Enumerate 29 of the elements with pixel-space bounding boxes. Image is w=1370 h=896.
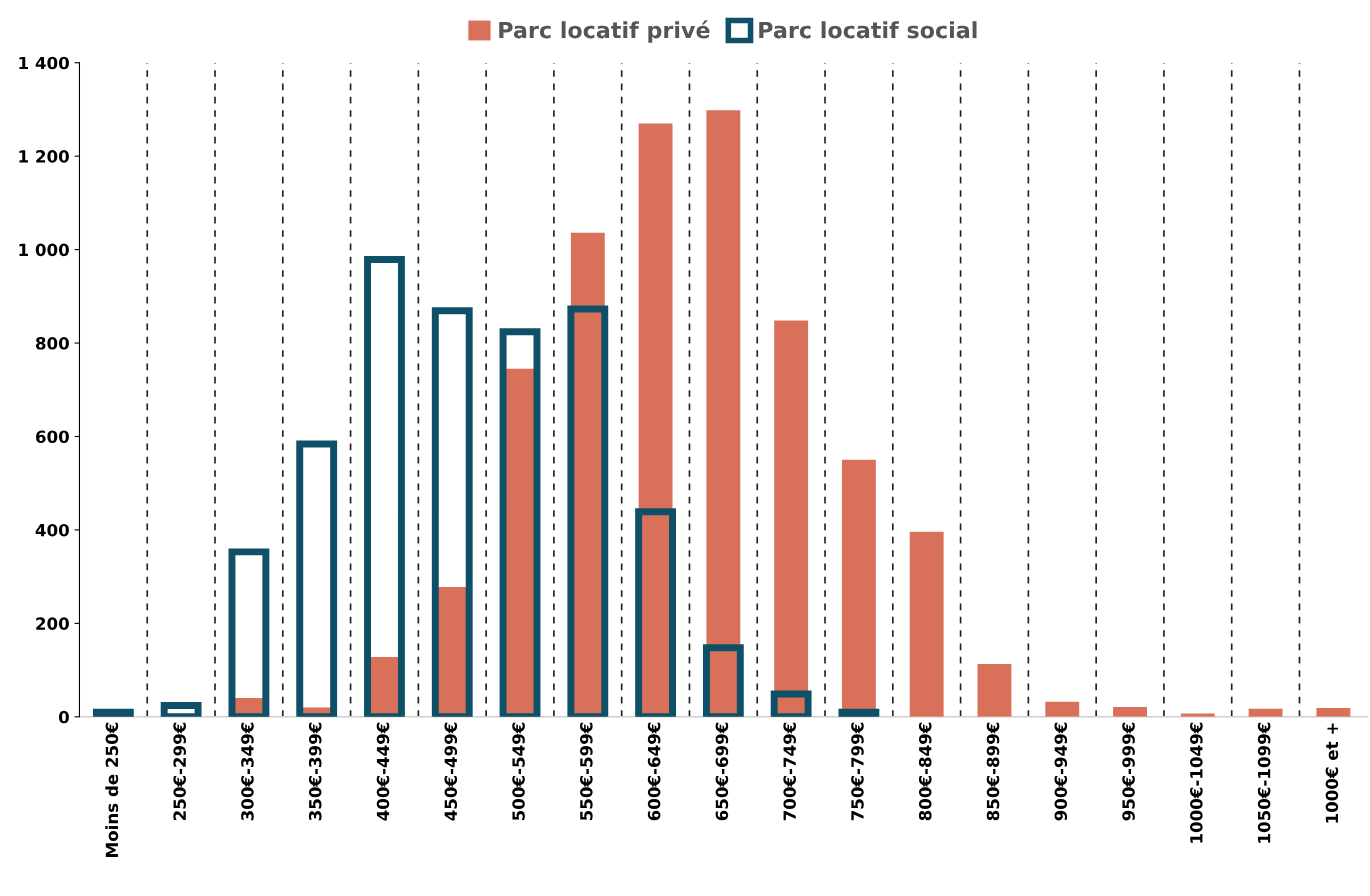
x-tick-label: 900€-949€ xyxy=(1054,722,1068,821)
legend-label: Parc locatif privé xyxy=(499,20,710,43)
x-tick-label: 950€-999€ xyxy=(1122,722,1135,821)
x-tick-label: 1000€-1049€ xyxy=(1190,722,1203,843)
x-tick-label: 450€-499€ xyxy=(444,722,458,821)
y-tick-label: 200 xyxy=(36,617,69,630)
legend-label: Parc locatif social xyxy=(759,21,977,39)
x-tick-label: 850€-899€ xyxy=(986,722,1000,821)
x-tick-label: 750€-799€ xyxy=(851,722,864,821)
x-tick-label: 300€-349€ xyxy=(241,722,254,821)
x-tick-label: 700€-749€ xyxy=(783,722,796,821)
x-tick-label: 350€-399€ xyxy=(308,722,322,821)
y-tick-label: 600 xyxy=(35,430,69,444)
x-tick-label: 600€-649€ xyxy=(647,722,661,821)
y-tick-label: 1 000 xyxy=(19,243,69,257)
x-tick-label: 250€-299€ xyxy=(173,722,186,821)
y-tick-label: 800 xyxy=(35,337,69,350)
y-tick-label: 400 xyxy=(35,523,69,537)
y-tick-label: 0 xyxy=(58,710,69,724)
x-tick-label: Moins de 250€ xyxy=(105,722,119,857)
x-tick-label: 1050€-1099€ xyxy=(1257,722,1271,843)
x-tick-label: 650€-699€ xyxy=(715,722,729,821)
x-tick-label: 550€-599€ xyxy=(580,722,593,821)
x-tick-label: 500€-549€ xyxy=(512,722,525,821)
x-tick-label: 400€-449€ xyxy=(376,722,390,821)
y-tick-label: 1 400 xyxy=(19,56,69,70)
y-tick-label: 1 200 xyxy=(19,150,69,163)
x-tick-label: 1000€ et + xyxy=(1325,723,1339,823)
x-tick-label: 800€-849€ xyxy=(918,722,932,821)
